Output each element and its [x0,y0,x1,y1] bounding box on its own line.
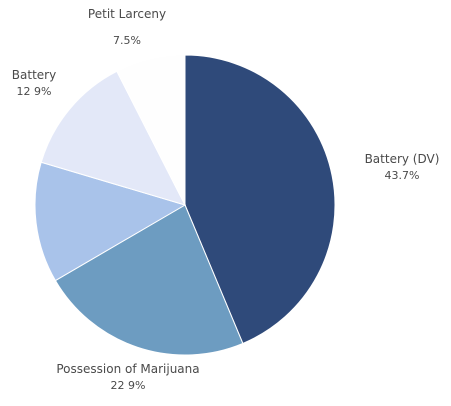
label-value-possession-of-marijuana: 22 9% [111,379,146,392]
pie-slice-battery [40,70,186,206]
label-name-battery: Battery [12,68,56,82]
label-name-battery-dv: Battery (DV) [365,152,440,166]
pie-slice-petit-larceny [116,54,186,206]
pie-slices [34,54,336,356]
label-name-possession-of-marijuana: Possession of Marijuana [56,362,199,376]
label-name-petit-larceny: Petit Larceny [88,7,166,21]
label-value-petit-larceny: 7.5% [113,34,141,47]
label-value-battery: 12 9% [17,85,52,98]
pie-slice-battery-dv [184,54,336,345]
label-value-battery-dv: 43.7% [385,169,420,182]
pie-slice-slice-3 [34,161,187,282]
pie-slice-possession-of-marijuana [54,204,244,356]
